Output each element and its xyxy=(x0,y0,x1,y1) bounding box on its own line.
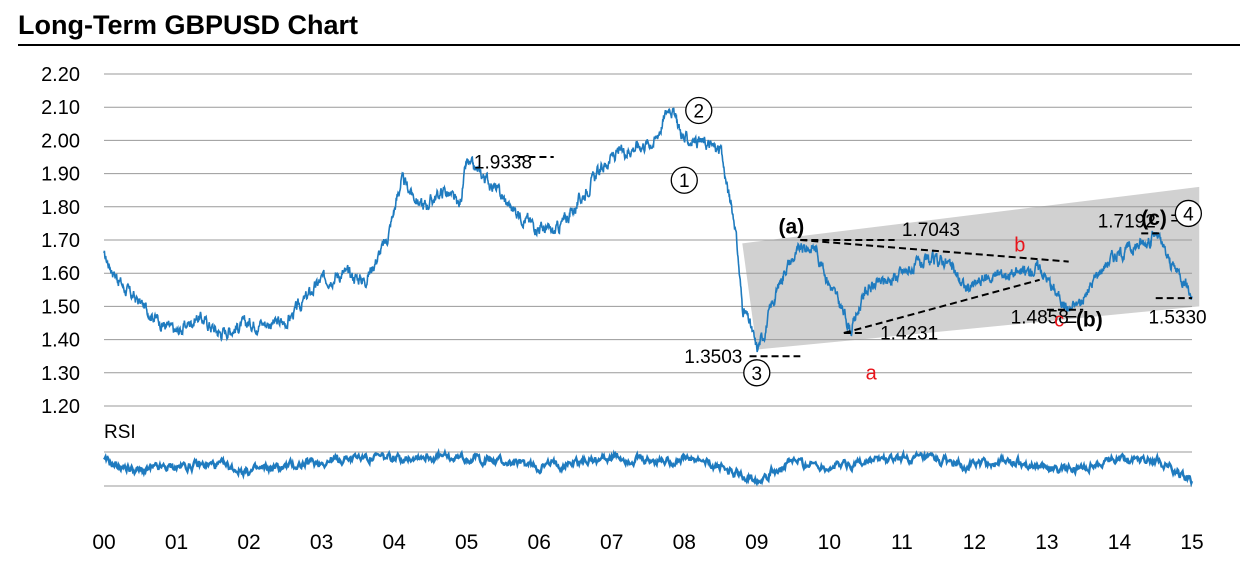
x-tick-label: 13 xyxy=(1035,531,1058,554)
wave-label-a-bold: (a) xyxy=(779,215,805,238)
y-tick-label: 2.10 xyxy=(41,97,80,119)
price-gridlines xyxy=(104,73,1192,407)
annotation-dashed-lines xyxy=(517,156,1192,358)
y-tick-label: 1.80 xyxy=(41,197,80,219)
wave-label-b-red: b xyxy=(1014,235,1025,257)
x-tick-label: 04 xyxy=(382,531,406,554)
level-label: 1.9338 xyxy=(474,153,532,174)
wave-number: 3 xyxy=(752,364,763,385)
y-tick-label: 1.30 xyxy=(41,363,80,385)
y-tick-label: 1.50 xyxy=(41,296,80,318)
x-tick-label: 07 xyxy=(600,531,623,554)
rsi-gridlines xyxy=(104,451,1192,487)
y-tick-label: 1.20 xyxy=(41,396,80,418)
wave-label-c-red: c xyxy=(1054,309,1064,331)
annotation-labels: 1.9338 1.3503 1.4231 1.7043 1.4858 1.7192 1.53… xyxy=(474,96,1207,387)
level-label: 1.7192 xyxy=(1098,211,1156,232)
y-tick-label: 2.00 xyxy=(41,130,80,152)
level-label: 1.5330 xyxy=(1148,308,1206,329)
price-series-line xyxy=(103,107,1193,353)
x-tick-label: 05 xyxy=(455,531,478,554)
level-label: 1.4231 xyxy=(880,324,938,345)
wave-number: 4 xyxy=(1183,204,1194,225)
level-label: 1.7043 xyxy=(902,220,960,241)
wave-circle xyxy=(670,166,698,194)
x-tick-label: 09 xyxy=(745,531,768,554)
x-tick-label: 00 xyxy=(92,531,115,554)
x-tick-labels: 00 01 02 03 04 05 06 07 08 09 10 11 12 13 14 15 xyxy=(92,531,1203,554)
wave-label-b-bold: (b) xyxy=(1076,308,1103,331)
wave-label-a-red: a xyxy=(866,362,878,384)
x-tick-label: 03 xyxy=(310,531,333,554)
x-tick-label: 10 xyxy=(818,531,841,554)
level-label: 1.3503 xyxy=(684,347,742,368)
y-tick-label: 1.70 xyxy=(41,230,80,252)
y-tick-label: 2.20 xyxy=(41,64,80,86)
level-label: 1.4858 xyxy=(1011,308,1069,329)
rsi-series-line xyxy=(103,447,1194,488)
x-tick-label: 15 xyxy=(1180,531,1203,554)
wave-circle xyxy=(743,359,771,387)
x-tick-label: 14 xyxy=(1108,531,1132,554)
x-tick-label: 01 xyxy=(165,531,188,554)
title-rule xyxy=(18,44,1240,46)
dashed-line xyxy=(843,278,1040,334)
wave-circle xyxy=(1174,199,1203,228)
wave-number: 2 xyxy=(693,102,704,123)
y-tick-labels: 1.20 1.30 1.40 1.50 1.60 1.70 1.80 1.90 2.00 2.10… xyxy=(41,64,80,418)
rsi-label: RSI xyxy=(104,422,136,443)
wave-circle xyxy=(685,96,713,125)
x-tick-label: 02 xyxy=(237,531,260,554)
dashed-line xyxy=(800,239,1069,263)
equals-sign: = xyxy=(1065,308,1077,331)
x-tick-label: 06 xyxy=(528,531,551,554)
wave-number: 1 xyxy=(679,171,690,192)
x-tick-label: 11 xyxy=(891,531,913,554)
y-tick-label: 1.90 xyxy=(41,164,80,186)
wave-label-c-bold: (c) xyxy=(1141,207,1167,230)
y-tick-label: 1.60 xyxy=(41,263,80,285)
y-tick-label: 1.40 xyxy=(41,330,80,352)
channel-shading xyxy=(742,186,1200,350)
x-tick-label: 08 xyxy=(673,531,696,554)
chart-title: Long-Term GBPUSD Chart xyxy=(18,10,359,40)
x-tick-label: 12 xyxy=(963,531,986,554)
